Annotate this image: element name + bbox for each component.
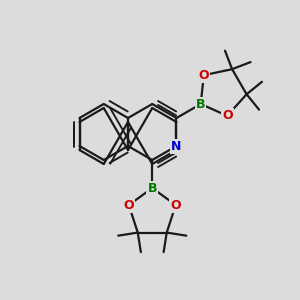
Text: N: N: [171, 140, 182, 152]
Text: O: O: [199, 69, 209, 82]
Text: O: O: [124, 199, 134, 212]
Text: O: O: [170, 199, 181, 212]
Text: O: O: [222, 109, 232, 122]
Text: B: B: [148, 182, 157, 194]
Text: B: B: [196, 98, 206, 110]
